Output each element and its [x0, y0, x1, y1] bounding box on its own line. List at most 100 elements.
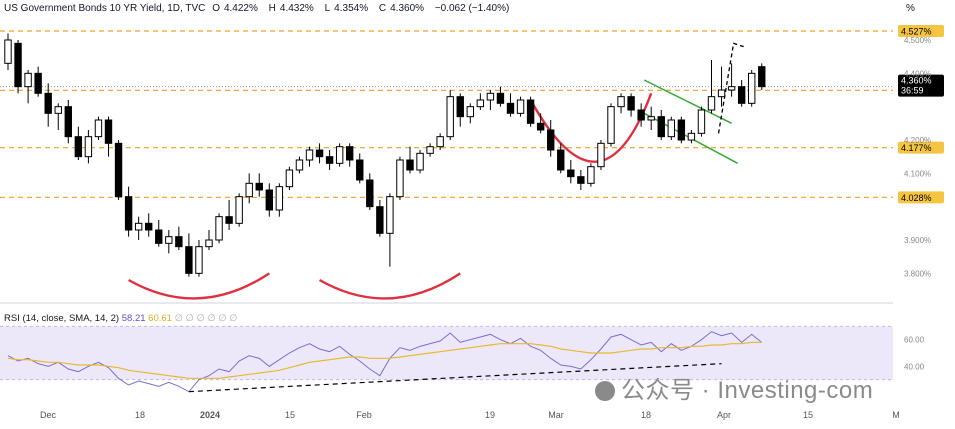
candle-down: [255, 182, 263, 191]
candle-up: [647, 116, 655, 121]
candle-up: [215, 216, 223, 241]
candle-down: [104, 119, 113, 144]
candle-up: [386, 196, 394, 234]
rsi-divergence-line: [188, 363, 722, 393]
candle-up: [396, 159, 404, 198]
candle-down: [225, 216, 233, 224]
candle-down: [557, 149, 565, 171]
candle-up: [476, 99, 485, 108]
candle-up: [416, 152, 424, 171]
candle-down: [74, 136, 83, 158]
last-price-label: 4.360%: [901, 76, 932, 86]
candle-down: [637, 109, 645, 121]
y-tick-label: 4.400%: [904, 69, 931, 78]
candle-down: [758, 66, 766, 88]
rsi-sma-value: 60.61: [148, 313, 172, 324]
last-price-tag: [898, 74, 944, 97]
rsi-value: 58.21: [121, 313, 146, 324]
candle-up: [94, 119, 103, 138]
wechat-logo-icon: [595, 381, 615, 401]
candle-up: [446, 96, 454, 138]
candle-up: [748, 72, 756, 104]
x-tick-label: M: [892, 410, 900, 420]
channel-upper: [643, 79, 732, 125]
rounded-bottom-curve: [529, 92, 653, 163]
candle-up: [285, 169, 294, 188]
watermark: 公众号 · Investing-com: [595, 370, 873, 405]
candle-up: [4, 39, 12, 64]
candle-down: [526, 99, 535, 124]
candle-up: [235, 196, 243, 224]
rsi-tick-label: 40.00: [904, 362, 925, 371]
y-tick-label: 3.900%: [904, 236, 931, 245]
candle-up: [84, 136, 93, 158]
y-tick-label: 4.200%: [904, 136, 931, 145]
level-label: 4.028%: [901, 193, 932, 203]
rsi-header: RSI (14, close, SMA, 14, 2) 58.21 60.61 …: [4, 313, 237, 324]
rsi-label: RSI (14, close, SMA, 14, 2): [4, 313, 120, 324]
axis-unit-label: %: [906, 3, 915, 14]
y-tick-label: 4.100%: [904, 169, 931, 178]
x-tick-label: 18: [641, 410, 651, 420]
ohlc-low: L 4.354%: [324, 3, 369, 14]
candle-up: [134, 222, 143, 231]
candle-up: [54, 106, 62, 114]
x-tick-label: Feb: [356, 410, 372, 420]
x-tick-label: Mar: [548, 410, 564, 420]
candle-up: [667, 119, 675, 138]
y-tick-label: 3.800%: [904, 269, 931, 278]
ohlc-open: O 4.422%: [212, 3, 258, 14]
candle-down: [265, 189, 274, 211]
candle-down: [155, 229, 163, 244]
watermark-text: 公众号 · Investing-com: [621, 377, 874, 404]
candle-down: [737, 86, 746, 104]
candle-down: [315, 149, 324, 158]
candle-down: [114, 142, 123, 198]
candle-up: [436, 136, 444, 148]
candle-down: [406, 159, 414, 171]
candle-up: [607, 106, 615, 144]
rsi-band: [0, 326, 893, 380]
symbol-title: US Government Bonds 10 YR Yield, 1D, TVC: [4, 3, 206, 14]
x-tick-label: 18: [135, 410, 145, 420]
candle-down: [657, 116, 665, 138]
level-label: 4.527%: [901, 27, 932, 37]
candle-up: [617, 96, 625, 108]
candle-down: [34, 72, 42, 94]
candle-up: [205, 239, 213, 248]
cup-curve-left: [128, 272, 270, 300]
ohlc-close: C 4.360%: [378, 3, 425, 14]
candle-down: [145, 222, 153, 231]
x-tick-label: 19: [485, 410, 495, 420]
candle-down: [627, 96, 635, 111]
candle-down: [547, 129, 555, 151]
x-tick-label: 15: [285, 410, 295, 420]
projection-arrow: [717, 42, 744, 134]
candle-up: [587, 166, 595, 184]
candle-down: [175, 236, 183, 248]
x-tick-label: 2024: [200, 410, 220, 420]
time-axis: Dec 18 2024 15 Feb 19 Mar 18 Apr 15 M: [40, 410, 900, 420]
price-change: −0.062 (−1.40%): [434, 3, 510, 14]
candle-down: [677, 119, 686, 141]
candle-down: [14, 42, 22, 88]
candle-up: [426, 146, 434, 154]
candle-down: [44, 92, 52, 114]
candle-up: [275, 186, 284, 211]
x-tick-label: Apr: [717, 410, 731, 420]
rsi-line: [7, 331, 763, 393]
candle-down: [376, 206, 384, 234]
candle-up: [597, 142, 605, 168]
rsi-pane: 60.00 40.00: [0, 325, 925, 393]
candle-up: [687, 132, 696, 141]
candle-up: [717, 89, 726, 98]
cup-curve-right: [318, 272, 461, 300]
rsi-extras: ∅ ∅ ∅ ∅ ∅ ∅: [174, 313, 238, 324]
candle-up: [305, 149, 314, 161]
candle-down: [356, 159, 364, 181]
candle-down: [124, 196, 133, 231]
candlestick-series: [4, 33, 766, 277]
x-tick-label: 15: [803, 410, 813, 420]
level-tag: [898, 25, 944, 37]
